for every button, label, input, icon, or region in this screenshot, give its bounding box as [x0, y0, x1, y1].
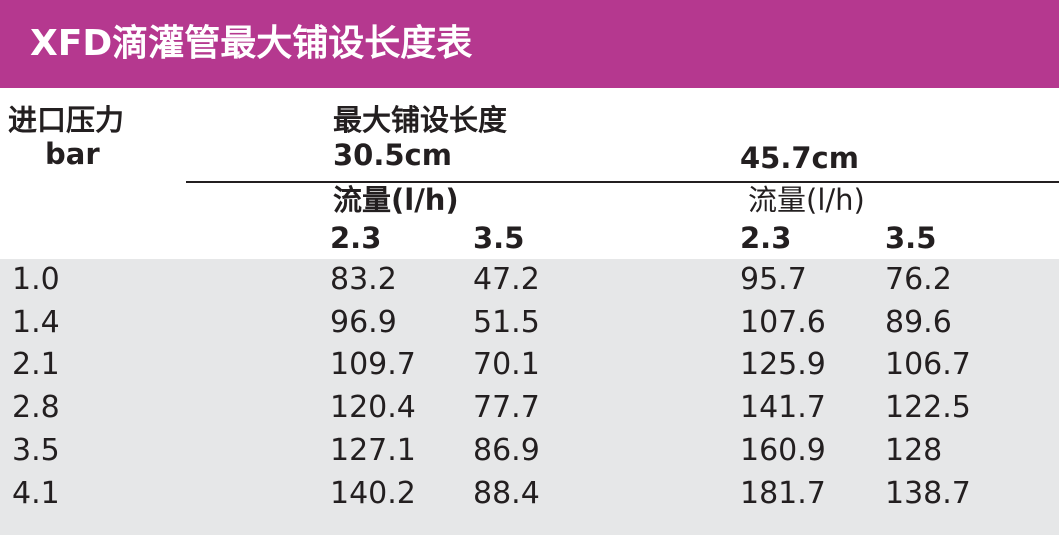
pressure-cell: 1.0 — [12, 262, 60, 297]
title-band — [0, 0, 1059, 88]
length-cell: 47.2 — [473, 262, 540, 297]
flow-header: 流量(l/h) — [748, 183, 865, 217]
length-cell: 88.4 — [473, 475, 540, 511]
flow-value-header: 2.3 — [330, 221, 382, 255]
flow-value-header: 3.5 — [473, 221, 525, 255]
flow-header: 流量(l/h) — [333, 183, 459, 217]
length-cell: 86.9 — [473, 432, 540, 468]
pressure-header: 进口压力 — [8, 103, 125, 137]
length-cell: 96.9 — [330, 304, 397, 340]
max-length-header: 最大铺设长度 — [333, 103, 508, 137]
length-cell: 138.7 — [885, 475, 971, 511]
title: XFD滴灌管最大铺设长度表 — [30, 23, 473, 64]
length-cell: 89.6 — [885, 304, 952, 340]
length-header: 30.5cm — [333, 138, 452, 172]
pressure-cell: 2.8 — [12, 390, 60, 426]
pressure-cell: 4.1 — [12, 475, 60, 511]
length-cell: 128 — [885, 432, 943, 468]
length-cell: 125.9 — [740, 347, 826, 383]
length-cell: 181.7 — [740, 475, 826, 511]
length-cell: 95.7 — [740, 262, 807, 297]
length-cell: 51.5 — [473, 304, 540, 340]
length-cell: 127.1 — [330, 432, 416, 468]
length-cell: 140.2 — [330, 475, 416, 511]
flow-value-header: 3.5 — [885, 221, 937, 255]
pressure-cell: 2.1 — [12, 347, 60, 383]
length-cell: 70.1 — [473, 347, 540, 383]
length-cell: 160.9 — [740, 432, 826, 468]
length-cell: 122.5 — [885, 390, 971, 426]
flow-value-header: 2.3 — [740, 221, 792, 255]
length-cell: 83.2 — [330, 262, 397, 297]
length-cell: 106.7 — [885, 347, 971, 383]
length-cell: 107.6 — [740, 304, 826, 340]
pressure-cell: 3.5 — [12, 432, 60, 468]
pressure-unit: bar — [45, 137, 100, 171]
length-cell: 76.2 — [885, 262, 952, 297]
length-cell: 109.7 — [330, 347, 416, 383]
length-cell: 77.7 — [473, 390, 540, 426]
table-body-background — [0, 259, 1059, 535]
pressure-cell: 1.4 — [12, 304, 60, 340]
length-header: 45.7cm — [740, 141, 859, 175]
length-cell: 120.4 — [330, 390, 416, 426]
header-rule — [186, 181, 1059, 183]
length-cell: 141.7 — [740, 390, 826, 426]
